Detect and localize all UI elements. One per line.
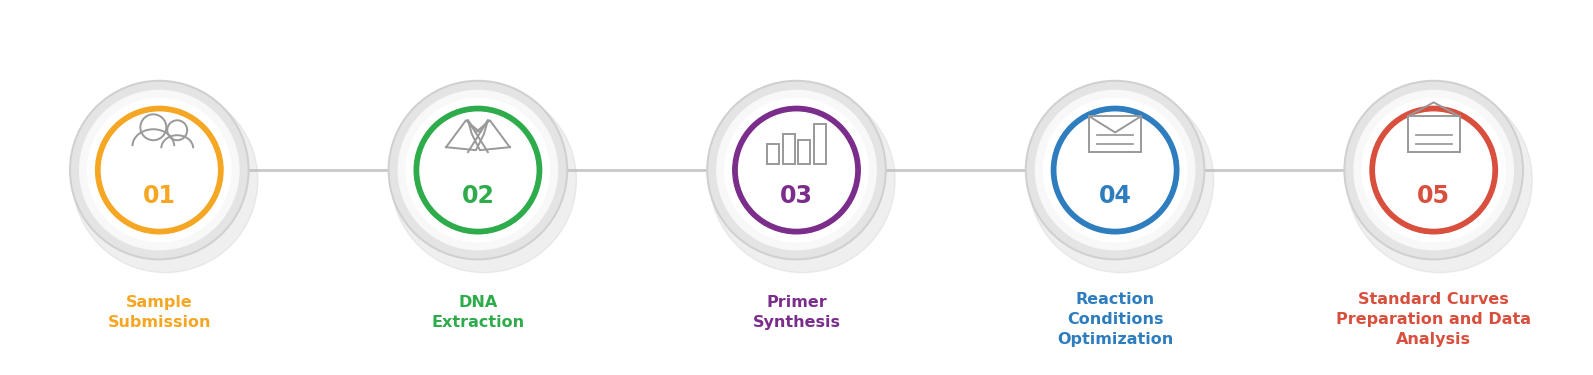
Circle shape <box>717 90 876 250</box>
Circle shape <box>1344 81 1523 260</box>
Circle shape <box>709 82 884 258</box>
Circle shape <box>1051 106 1179 234</box>
Circle shape <box>1058 112 1172 228</box>
Circle shape <box>390 82 566 258</box>
Bar <box>782 134 795 164</box>
Circle shape <box>710 87 895 273</box>
Text: 05: 05 <box>1418 184 1450 208</box>
Circle shape <box>414 106 542 234</box>
Circle shape <box>70 81 249 260</box>
Circle shape <box>392 87 577 273</box>
Text: DNA
Extraction: DNA Extraction <box>432 295 524 330</box>
Circle shape <box>72 82 247 258</box>
Circle shape <box>96 106 223 234</box>
Circle shape <box>1029 87 1214 273</box>
Text: Sample
Submission: Sample Submission <box>108 295 210 330</box>
Circle shape <box>80 90 239 250</box>
Circle shape <box>389 81 567 260</box>
Circle shape <box>398 90 558 250</box>
Text: 02: 02 <box>462 184 494 208</box>
Circle shape <box>1348 87 1532 273</box>
Text: Primer
Synthesis: Primer Synthesis <box>752 295 841 330</box>
Text: 01: 01 <box>143 184 175 208</box>
Text: Standard Curves
Preparation and Data
Analysis: Standard Curves Preparation and Data Ana… <box>1337 292 1531 347</box>
Circle shape <box>1346 82 1521 258</box>
Circle shape <box>733 106 860 234</box>
Circle shape <box>406 98 550 242</box>
Circle shape <box>73 87 258 273</box>
Circle shape <box>1027 82 1203 258</box>
Circle shape <box>739 112 854 228</box>
Text: 04: 04 <box>1099 184 1131 208</box>
Circle shape <box>725 98 868 242</box>
Bar <box>766 144 779 164</box>
Bar <box>798 140 811 164</box>
Circle shape <box>1354 90 1513 250</box>
Circle shape <box>1026 81 1204 260</box>
Text: Reaction
Conditions
Optimization: Reaction Conditions Optimization <box>1058 292 1172 347</box>
Bar <box>1408 116 1459 152</box>
Circle shape <box>1376 112 1491 228</box>
Circle shape <box>102 112 217 228</box>
Circle shape <box>421 112 535 228</box>
Circle shape <box>88 98 231 242</box>
Circle shape <box>1362 98 1505 242</box>
Circle shape <box>707 81 886 260</box>
Text: 03: 03 <box>781 184 812 208</box>
Bar <box>1090 116 1141 152</box>
Circle shape <box>1043 98 1187 242</box>
Bar <box>814 124 827 164</box>
Circle shape <box>1370 106 1497 234</box>
Circle shape <box>1035 90 1195 250</box>
